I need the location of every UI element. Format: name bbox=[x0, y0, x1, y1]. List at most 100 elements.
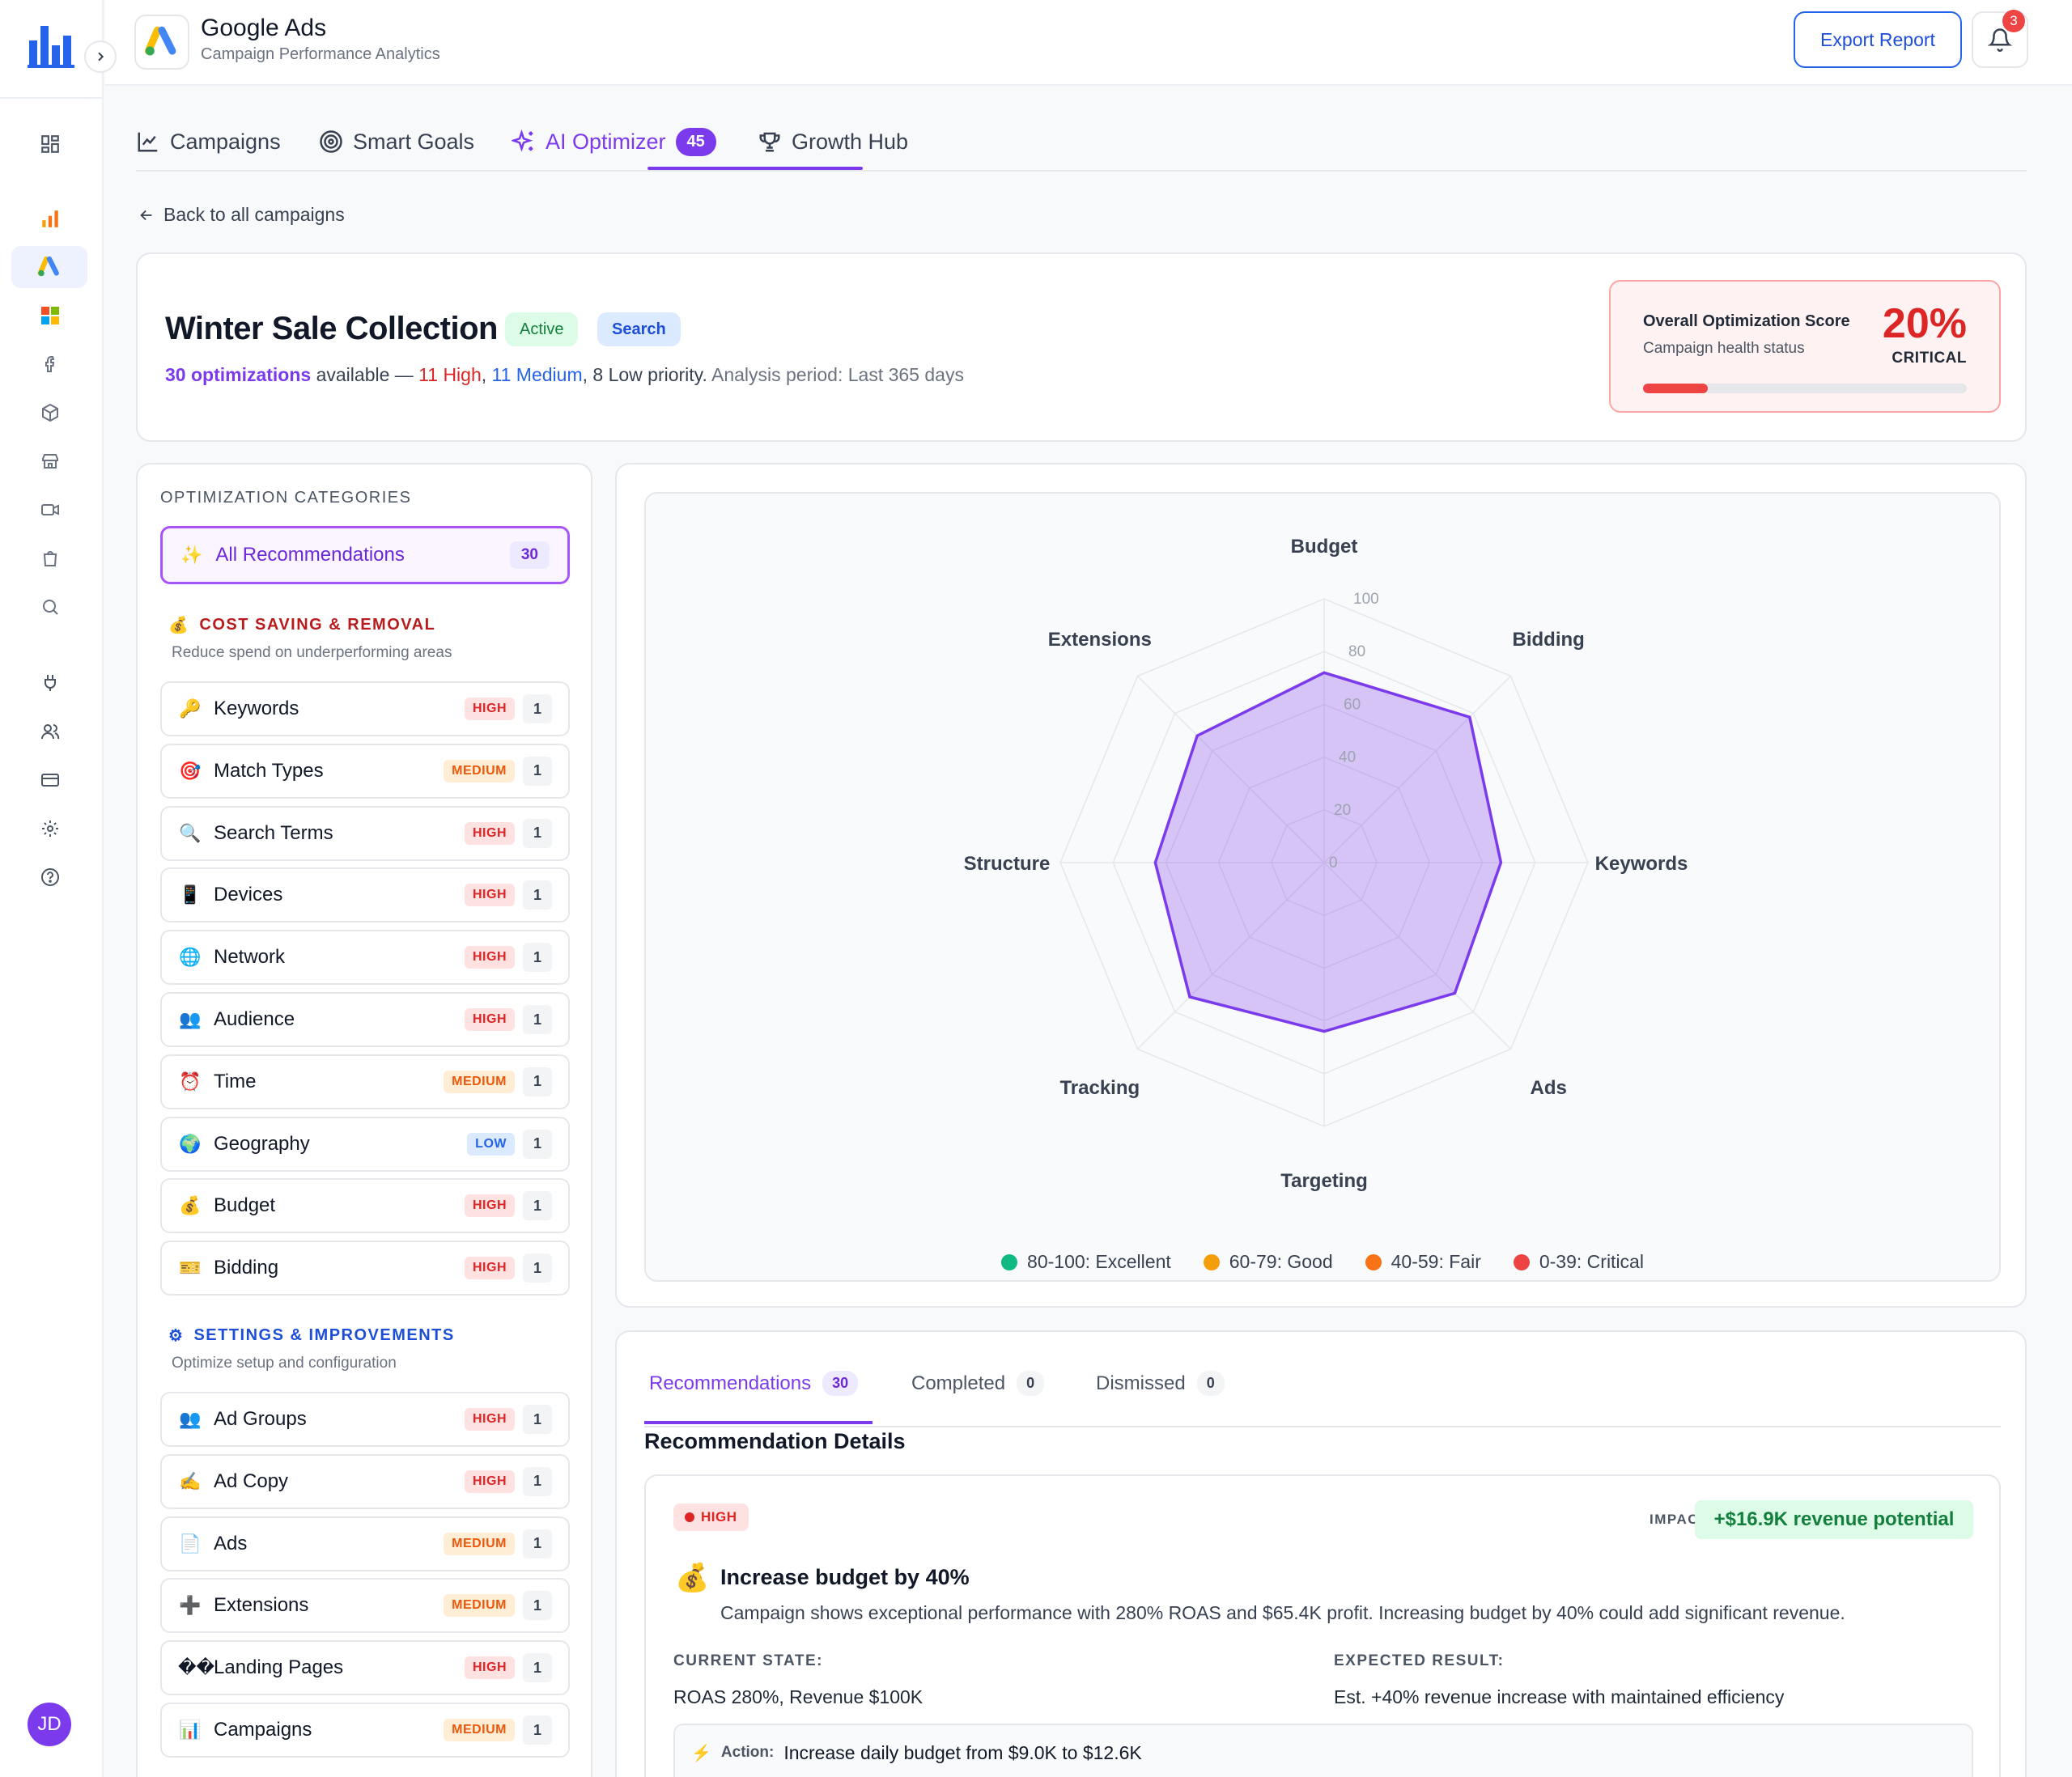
tab-ai-optimizer[interactable]: AI Optimizer 45 bbox=[512, 115, 716, 168]
priority-badge: HIGH bbox=[465, 698, 515, 720]
category-item[interactable]: 🔑 Keywords HIGH 1 bbox=[160, 681, 570, 736]
shopping-bag-icon[interactable] bbox=[36, 544, 65, 573]
plug-icon[interactable] bbox=[36, 668, 65, 698]
legend-dot-icon bbox=[1513, 1253, 1530, 1270]
radar-spoke bbox=[1136, 675, 1325, 863]
category-label: Ads bbox=[214, 1532, 248, 1554]
category-item[interactable]: 📱 Devices HIGH 1 bbox=[160, 867, 570, 923]
radar-chart-container: 0 20 40 60 80 100 Budget Bidding Keywords Ads Targ… bbox=[644, 492, 2001, 1282]
category-count: 1 bbox=[523, 1005, 552, 1034]
credit-card-icon[interactable] bbox=[36, 766, 65, 795]
expand-sidebar-chevron-icon[interactable] bbox=[84, 40, 117, 73]
category-item[interactable]: 🌍 Geography LOW 1 bbox=[160, 1116, 570, 1172]
app-subtitle: Campaign Performance Analytics bbox=[201, 45, 440, 63]
category-item[interactable]: ⏰ Time MEDIUM 1 bbox=[160, 1054, 570, 1109]
analytics-icon[interactable] bbox=[36, 204, 65, 233]
video-icon[interactable] bbox=[36, 495, 65, 524]
category-item[interactable]: 🌐 Network HIGH 1 bbox=[160, 930, 570, 986]
radar-spoke bbox=[1323, 675, 1512, 863]
dashboard-icon[interactable] bbox=[36, 129, 65, 159]
store-icon[interactable] bbox=[36, 447, 65, 476]
category-label: Match Types bbox=[214, 759, 324, 782]
legend-label: 0-39: Critical bbox=[1539, 1251, 1644, 1272]
category-item[interactable]: ✍ Ad Copy HIGH 1 bbox=[160, 1453, 570, 1509]
category-item[interactable]: 🎫 Bidding HIGH 1 bbox=[160, 1241, 570, 1296]
priority-label: HIGH bbox=[701, 1509, 737, 1525]
gear-icon[interactable] bbox=[36, 814, 65, 843]
category-label: Keywords bbox=[214, 698, 299, 719]
expected-result-label: EXPECTED RESULT: bbox=[1334, 1652, 1505, 1669]
category-item[interactable]: 📊 Campaigns MEDIUM 1 bbox=[160, 1703, 570, 1758]
priority-badge: HIGH bbox=[465, 884, 515, 907]
category-count: 1 bbox=[523, 1653, 552, 1683]
tab-smart-goals[interactable]: Smart Goals bbox=[319, 115, 474, 168]
radar-spoke bbox=[1323, 862, 1512, 1050]
settings-section-title: ⚙ SETTINGS & IMPROVEMENTS bbox=[168, 1325, 455, 1346]
priority-badge: HIGH bbox=[465, 1257, 515, 1280]
category-count: 1 bbox=[523, 1129, 552, 1159]
recommendations-panel: Recommendations 30 Completed 0 Dismissed… bbox=[615, 1330, 2027, 1777]
category-count: 1 bbox=[523, 1191, 552, 1221]
top-header: Google Ads Campaign Performance Analytic… bbox=[105, 0, 2072, 86]
notifications-button[interactable] bbox=[1972, 11, 2028, 68]
tab-campaigns[interactable]: Campaigns bbox=[136, 115, 281, 168]
legend-label: 60-79: Good bbox=[1229, 1251, 1333, 1272]
cost-section-title: 💰 COST SAVING & REMOVAL bbox=[168, 615, 435, 635]
category-count: 1 bbox=[523, 1716, 552, 1745]
settings-section-subtitle: Optimize setup and configuration bbox=[172, 1355, 397, 1372]
category-icon: 👥 bbox=[179, 1009, 202, 1029]
google-ads-nav-icon[interactable] bbox=[11, 246, 87, 288]
all-recommendations-button[interactable]: ✨ All Recommendations 30 bbox=[160, 526, 570, 584]
impact-value: +$16.9K revenue potential bbox=[1695, 1500, 1973, 1539]
recommendation-card[interactable]: HIGH IMPACT +$16.9K revenue potential 💰 … bbox=[644, 1474, 2001, 1777]
category-item[interactable]: 🎯 Match Types MEDIUM 1 bbox=[160, 743, 570, 799]
category-icon: 👥 bbox=[179, 1409, 202, 1429]
legend-dot-icon bbox=[1203, 1253, 1220, 1270]
optimization-count: 30 optimizations bbox=[165, 364, 312, 385]
app-title: Google Ads bbox=[201, 15, 327, 41]
tab-completed[interactable]: Completed 0 bbox=[911, 1371, 1045, 1396]
tab-dismissed[interactable]: Dismissed 0 bbox=[1096, 1371, 1225, 1396]
category-item[interactable]: 👥 Audience HIGH 1 bbox=[160, 992, 570, 1047]
back-link-label: Back to all campaigns bbox=[163, 204, 345, 225]
facebook-icon[interactable] bbox=[36, 350, 65, 379]
category-item[interactable]: 💰 Budget HIGH 1 bbox=[160, 1178, 570, 1234]
category-item[interactable]: 📄 Ads MEDIUM 1 bbox=[160, 1516, 570, 1571]
tab-completed-label: Completed bbox=[911, 1372, 1006, 1394]
arrow-left-icon bbox=[140, 210, 152, 220]
user-avatar[interactable]: JD bbox=[28, 1703, 71, 1746]
category-count: 1 bbox=[523, 1591, 552, 1621]
microsoft-ads-icon[interactable] bbox=[36, 301, 65, 330]
priority-badge: HIGH bbox=[465, 1470, 515, 1493]
package-icon[interactable] bbox=[36, 398, 65, 427]
search-icon[interactable] bbox=[36, 592, 65, 621]
sparkle-icon: ✨ bbox=[180, 545, 203, 565]
active-tab-indicator bbox=[648, 167, 863, 170]
priority-badge: HIGH bbox=[465, 1194, 515, 1218]
export-report-button[interactable]: Export Report bbox=[1794, 11, 1962, 68]
app-logo-icon[interactable] bbox=[28, 21, 78, 71]
radar-axis-label: Targeting bbox=[1280, 1170, 1368, 1192]
priority-badge: HIGH bbox=[465, 1008, 515, 1031]
category-icon: 🔍 bbox=[179, 822, 202, 843]
tab-growth-hub[interactable]: Growth Hub bbox=[758, 115, 908, 168]
category-label: Audience bbox=[214, 1008, 295, 1030]
help-icon[interactable] bbox=[36, 863, 65, 892]
category-item[interactable]: ➕ Extensions MEDIUM 1 bbox=[160, 1578, 570, 1634]
tab-recommendations[interactable]: Recommendations 30 bbox=[649, 1371, 859, 1396]
users-icon[interactable] bbox=[36, 717, 65, 746]
tab-smart-goals-label: Smart Goals bbox=[353, 129, 475, 154]
category-item[interactable]: 🔍 Search Terms HIGH 1 bbox=[160, 805, 570, 861]
category-count: 1 bbox=[523, 756, 552, 786]
back-to-campaigns-link[interactable]: Back to all campaigns bbox=[138, 204, 345, 226]
tab-growth-hub-label: Growth Hub bbox=[792, 129, 909, 154]
notification-badge: 3 bbox=[2002, 10, 2025, 32]
radar-axis-label: Budget bbox=[1291, 536, 1358, 558]
radar-axis-label: Bidding bbox=[1513, 629, 1585, 651]
radar-tick-label: 20 bbox=[1334, 802, 1351, 819]
recommendation-tabs: Recommendations 30 Completed 0 Dismissed… bbox=[644, 1356, 2001, 1427]
category-label: Bidding bbox=[214, 1257, 279, 1279]
category-item[interactable]: 👥 Ad Groups HIGH 1 bbox=[160, 1392, 570, 1447]
action-box: ⚡ Action: Increase daily budget from $9.… bbox=[673, 1724, 1973, 1777]
category-item[interactable]: �� Landing Pages HIGH 1 bbox=[160, 1640, 570, 1696]
